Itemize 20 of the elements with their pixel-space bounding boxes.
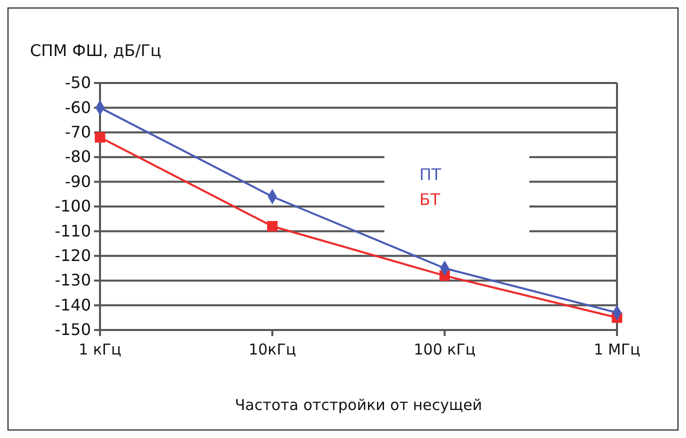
- x-tick-label: 10кГц: [248, 340, 296, 359]
- y-tick-label: -80: [64, 147, 91, 166]
- y-tick-label: -60: [64, 98, 91, 117]
- y-tick-label: -130: [54, 270, 91, 290]
- y-tick-label: -120: [54, 246, 91, 266]
- text: ПТ: [419, 165, 442, 184]
- y-tick-label: -150: [54, 320, 91, 340]
- x-axis-title: Частота отстройки от несущей: [234, 396, 482, 414]
- y-tick-label: -90: [64, 172, 91, 191]
- x-tick-label: 1 кГц: [78, 340, 122, 359]
- text: БТ: [419, 190, 440, 210]
- y-axis-title: СПМ ФШ, дБ/Гц: [30, 41, 162, 60]
- x-tick-label: 1 МГц: [594, 340, 640, 359]
- y-tick-label: -70: [64, 122, 91, 142]
- x-tick-label: 100 кГц: [414, 340, 476, 359]
- point: [267, 221, 278, 232]
- y-tick-label: -110: [54, 221, 91, 240]
- y-tick-label: -50: [64, 73, 91, 92]
- y-tick-label: -140: [54, 295, 91, 314]
- y-tick-label: -100: [54, 196, 91, 216]
